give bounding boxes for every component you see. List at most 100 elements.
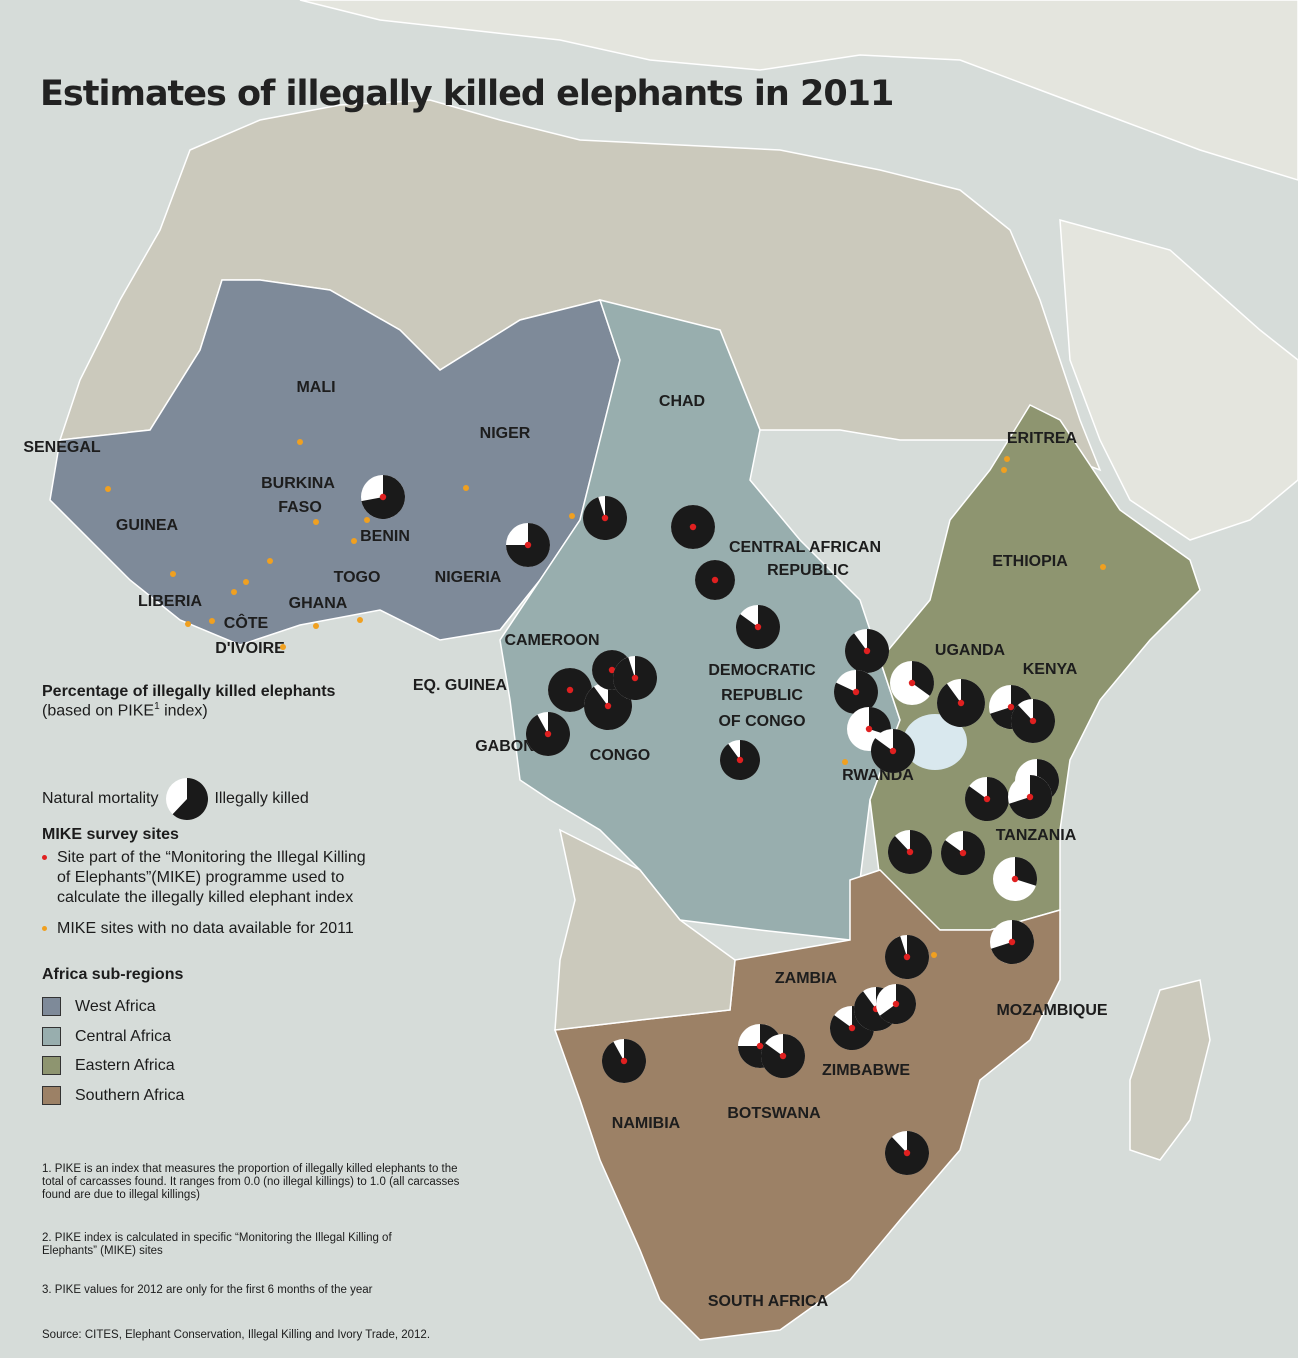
- pike-pie: [1011, 699, 1056, 744]
- pike-pie: [890, 661, 934, 705]
- region-label-southern: Southern Africa: [75, 1086, 185, 1104]
- no-data-site: [931, 952, 937, 958]
- mike-site-dot: [779, 1052, 787, 1060]
- country-label: REPUBLIC: [721, 687, 803, 704]
- pike-pie: [761, 1034, 805, 1078]
- swatch-central-africa: [42, 1026, 61, 1046]
- mike-line-1: Site part of the “Monitoring the Illegal…: [57, 849, 366, 866]
- mike-site-dot: [601, 514, 609, 522]
- pike-pie: [613, 655, 658, 701]
- country-label: BOTSWANA: [727, 1105, 821, 1122]
- mike-site-dot: [906, 848, 914, 856]
- pike-pie: [876, 984, 917, 1024]
- country-label: CONGO: [590, 747, 650, 764]
- pie-legend: Natural mortality Illegally killed: [42, 776, 309, 822]
- country-label: NIGERIA: [435, 569, 502, 586]
- mike-site-dot: [852, 688, 860, 696]
- no-data-site: [185, 621, 191, 627]
- country-label: OF CONGO: [718, 713, 805, 730]
- country-label: ERITREA: [1007, 430, 1078, 447]
- swatch-west-africa: [42, 997, 61, 1017]
- no-data-site: [569, 513, 575, 519]
- pie-illegal-slice: [869, 707, 891, 736]
- mike-site-dot: [1011, 875, 1019, 883]
- pike-pie: [720, 740, 760, 780]
- mike-legend: MIKE survey sites Site part of the “Moni…: [42, 826, 366, 938]
- regions-legend-heading: Africa sub-regions: [42, 966, 184, 983]
- pike-pie: [671, 505, 715, 549]
- pike-pie: [845, 629, 889, 674]
- mike-site-dot: [983, 795, 991, 803]
- country-label: BENIN: [360, 528, 410, 545]
- region-label-central: Central Africa: [75, 1027, 172, 1045]
- pike-pie: [361, 475, 405, 520]
- footnote-2: 2. PIKE index is calculated in specific …: [42, 1232, 392, 1257]
- pike-pie: [1008, 775, 1052, 819]
- country-label: TANZANIA: [996, 827, 1077, 844]
- region-label-eastern: Eastern Africa: [75, 1057, 175, 1074]
- country-label: ZIMBABWE: [822, 1062, 910, 1079]
- country-label: GABON: [475, 738, 535, 755]
- mike-site-dot: [42, 855, 47, 861]
- pike-legend-title: Percentage of illegally killed elephants…: [42, 683, 335, 720]
- pike-pie: [582, 496, 627, 541]
- pie-illegal-slice: [1015, 857, 1037, 886]
- mike-site-dot: [1007, 703, 1015, 711]
- country-label: SENEGAL: [23, 439, 101, 456]
- country-label: NIGER: [480, 425, 531, 442]
- mike-line-2: of Elephants”(MIKE) programme used to: [57, 869, 345, 886]
- mike-site-dot: [608, 666, 616, 674]
- source-note: Source: CITES, Elephant Conservation, Il…: [42, 1329, 431, 1341]
- no-data-site: [351, 538, 357, 544]
- map-title: Estimates of illegally killed elephants …: [40, 74, 894, 114]
- mike-site-dot: [631, 674, 639, 682]
- illegally-killed-label: Illegally killed: [214, 790, 309, 807]
- mike-site-dot: [604, 702, 612, 710]
- pike-pie: [888, 830, 933, 874]
- country-label: BURKINA: [261, 475, 335, 492]
- pike-pie: [990, 920, 1034, 964]
- mike-site-dot: [865, 725, 873, 733]
- country-label: FASO: [278, 499, 322, 516]
- mike-site-dot: [544, 730, 552, 738]
- no-data-site: [364, 517, 370, 523]
- no-data-site: [313, 623, 319, 629]
- country-label: UGANDA: [935, 642, 1006, 659]
- mike-site-dot: [848, 1024, 856, 1032]
- pike-pie: [965, 777, 1009, 821]
- country-label: CENTRAL AFRICAN: [729, 539, 881, 556]
- no-data-label: MIKE sites with no data available for 20…: [57, 920, 354, 937]
- country-label: MOZAMBIQUE: [996, 1002, 1107, 1019]
- no-data-site: [280, 644, 286, 650]
- mike-site-dot: [689, 523, 697, 531]
- mike-site-dot: [908, 679, 916, 687]
- mike-site-dot: [756, 1042, 764, 1050]
- mike-site-dot: [379, 493, 387, 501]
- country-label: DEMOCRATIC: [708, 662, 816, 679]
- mike-site-dot: [892, 1000, 900, 1008]
- region-label-west: West Africa: [75, 998, 156, 1015]
- mike-site-dot: [754, 623, 762, 631]
- no-data-site: [1004, 456, 1010, 462]
- country-label: CAMEROON: [504, 632, 599, 649]
- land-angola: [554, 828, 736, 1031]
- pike-pie: [941, 831, 986, 876]
- mike-site-dot: [524, 541, 532, 549]
- pie-illegal-slice: [912, 661, 934, 696]
- swatch-eastern-africa: [42, 1056, 61, 1076]
- pike-pie: [885, 1131, 929, 1175]
- legend-pie-icon: [166, 778, 209, 820]
- regions-legend: Africa sub-regions West Africa Central A…: [42, 966, 184, 1110]
- country-label: ZAMBIA: [775, 970, 838, 987]
- country-label: SOUTH AFRICA: [708, 1293, 829, 1310]
- mike-site-dot: [959, 849, 967, 857]
- natural-mortality-label: Natural mortality: [42, 790, 159, 807]
- land-europe: [299, 0, 1298, 181]
- mike-site-dot: [1029, 717, 1037, 725]
- pie-illegal-slice: [173, 778, 209, 820]
- pike-pie: [506, 523, 550, 567]
- no-data-dot: [42, 926, 47, 932]
- country-label: KENYA: [1023, 661, 1078, 678]
